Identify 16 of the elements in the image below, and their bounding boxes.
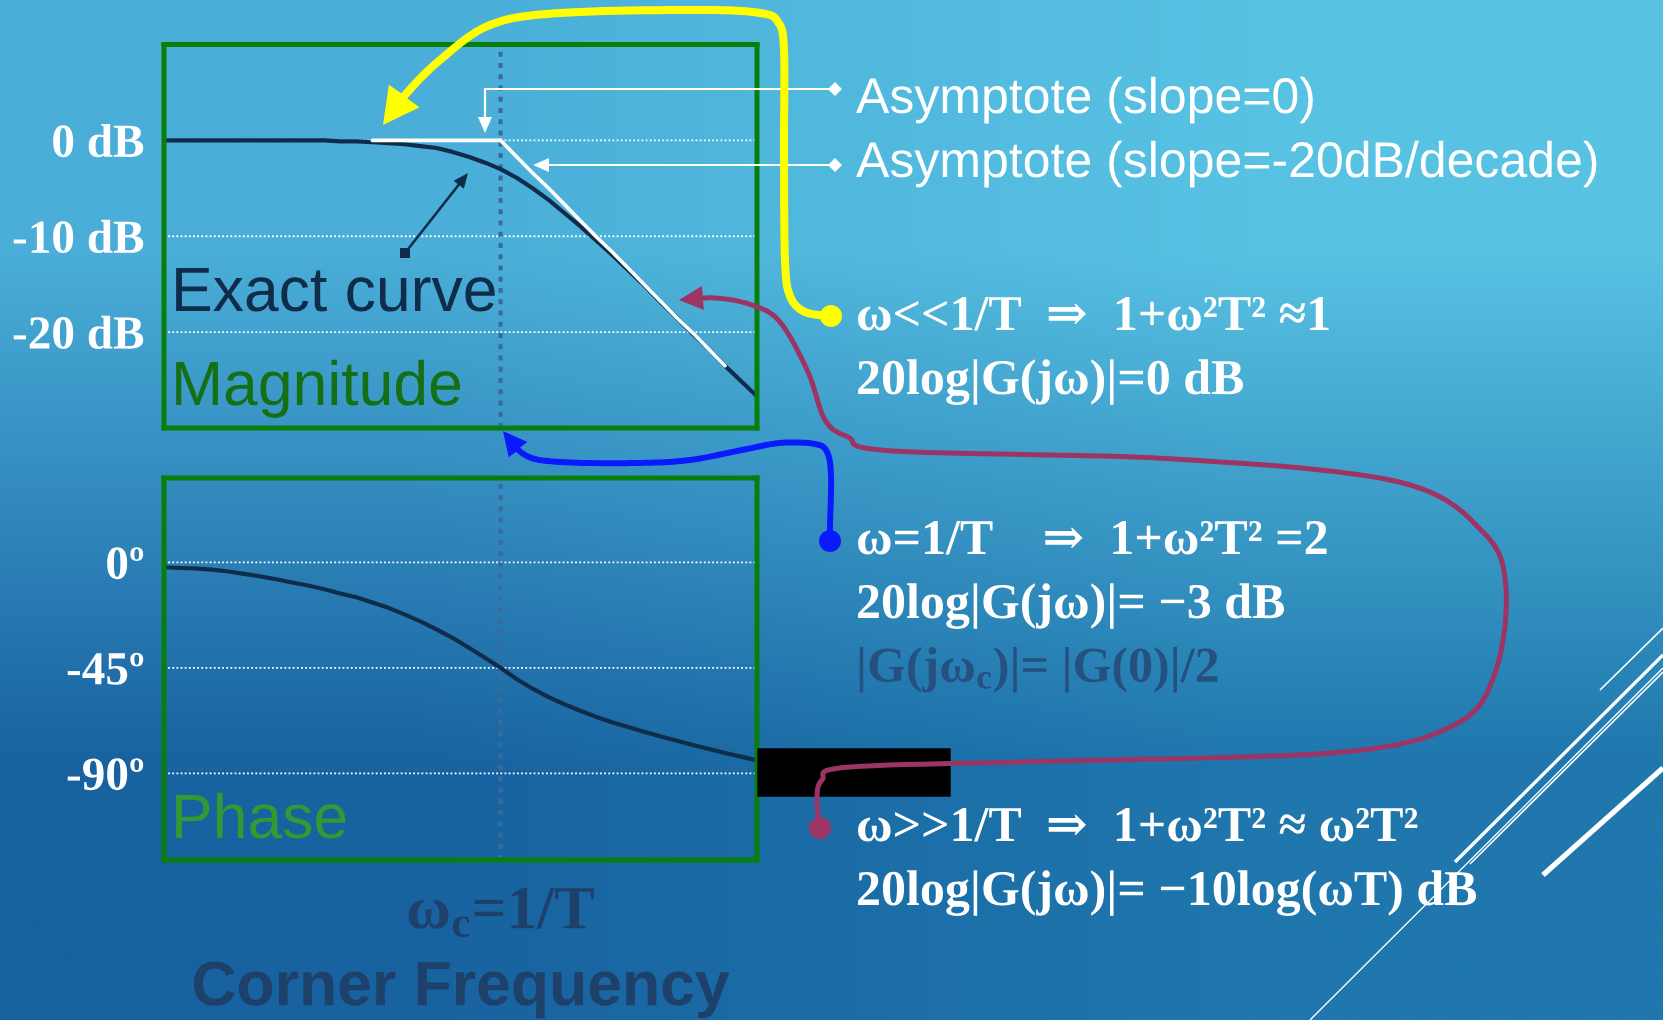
text: ω=1/T ⇒ 1+ω²T² =2 bbox=[858, 520, 1327, 555]
text: Asymptote (slope=0) bbox=[856, 76, 1313, 124]
text: ω<<1/T ⇒ 1+ω²T² ≈1 bbox=[858, 296, 1329, 331]
text: Asymptote (slope=-20dB/decade) bbox=[856, 140, 1597, 188]
y-tick-label: -45º bbox=[67, 652, 144, 685]
text: Magnitude bbox=[176, 359, 461, 418]
y-tick-label: 0º bbox=[107, 547, 144, 580]
y-tick-label: -10 dB bbox=[13, 219, 144, 254]
text: ω>>1/T ⇒ 1+ω²T² ≈ ω²T² bbox=[858, 807, 1418, 842]
text: 20log|G(jω)|=0 dB bbox=[858, 359, 1244, 406]
text: Phase bbox=[176, 792, 346, 839]
y-tick-label: -20 dB bbox=[13, 315, 144, 349]
annotation: Exact curve bbox=[176, 268, 495, 312]
y-tick-label: 0 dB bbox=[53, 123, 144, 158]
text: 20log|G(jω)|= −3 dB bbox=[858, 583, 1285, 630]
y-tick-label: -90º bbox=[67, 758, 144, 791]
